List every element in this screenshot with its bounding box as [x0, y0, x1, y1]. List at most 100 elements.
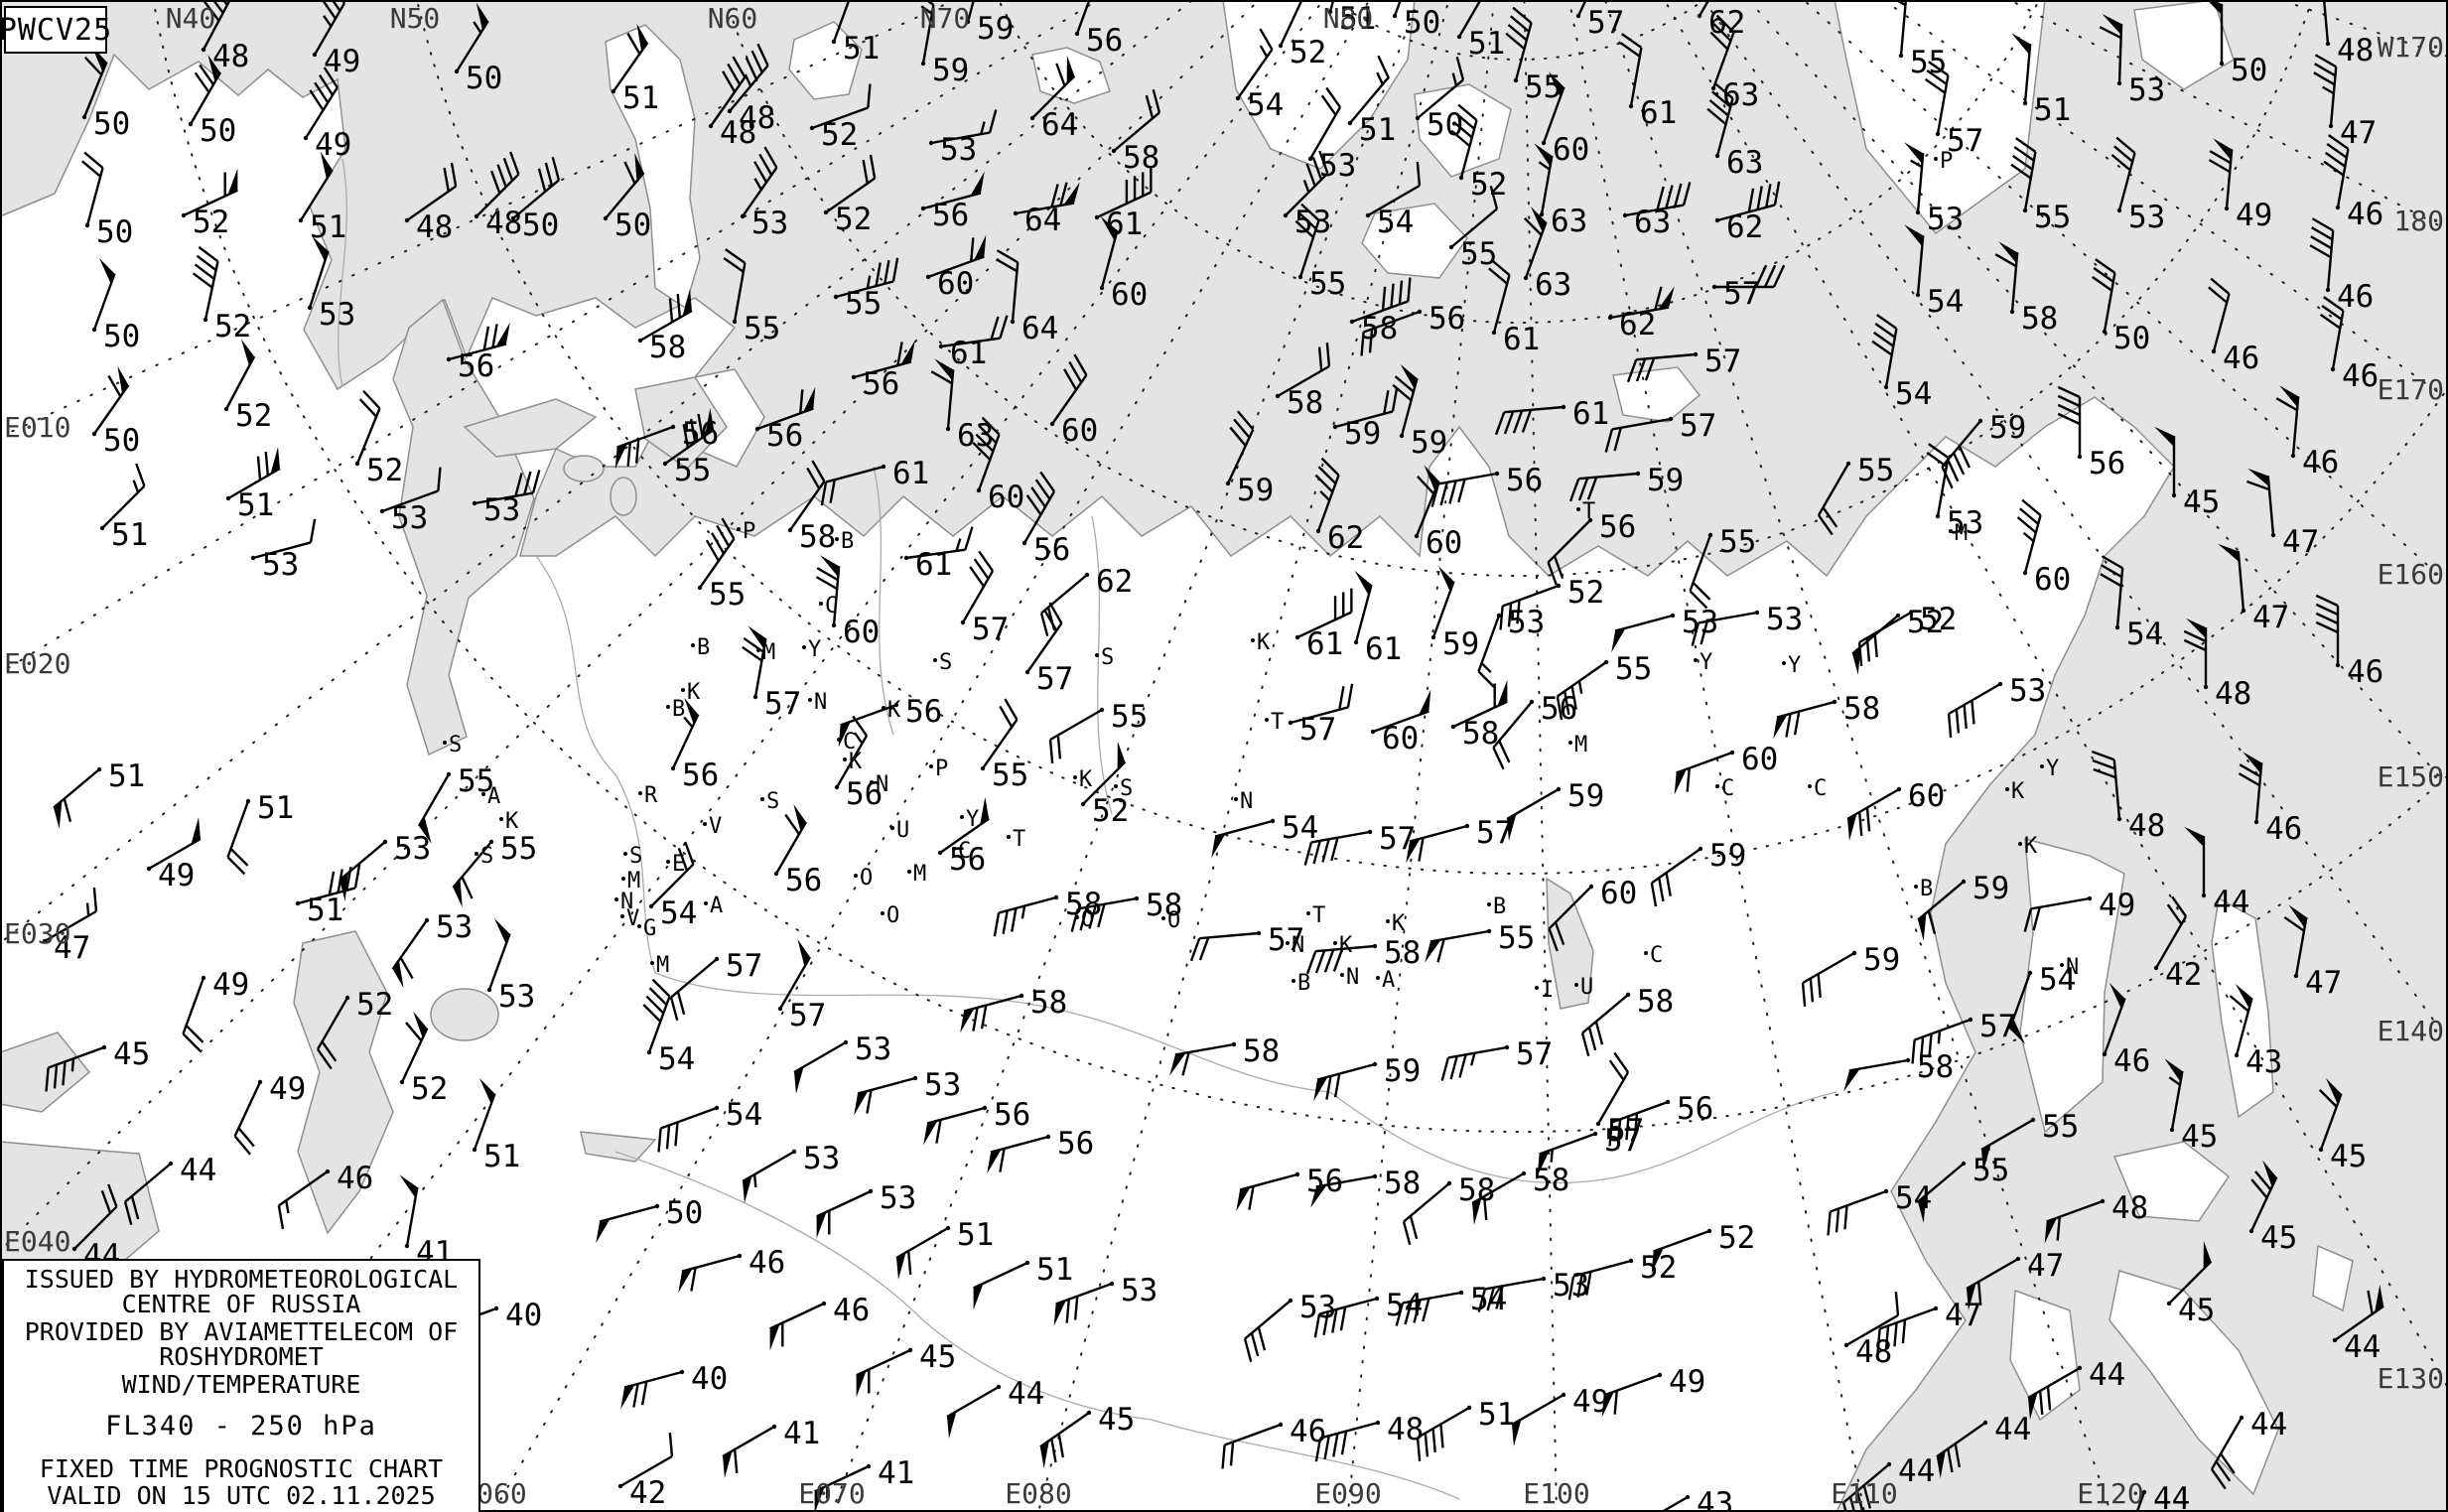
barb-full [906, 1250, 912, 1276]
temperature-label: 57 [972, 612, 1009, 647]
temperature-label: 60 [1382, 721, 1419, 756]
barb-full [2238, 772, 2260, 787]
station: 49 [182, 967, 249, 1052]
barb-full [1568, 478, 1580, 502]
city-marker: R [638, 783, 658, 808]
city-marker: B [1292, 971, 1310, 996]
city-letter: C [1650, 943, 1663, 968]
barb-full [135, 463, 146, 486]
barb-full [1874, 323, 1896, 339]
city-letter: N [620, 890, 633, 914]
city-marker: O [881, 903, 899, 928]
station: 54 [1395, 1282, 1507, 1326]
city-letter: Y [1700, 650, 1712, 675]
temperature-label: 57 [1979, 1009, 2016, 1044]
city-marker: C [1715, 776, 1734, 801]
station: 55 [1425, 920, 1535, 963]
city-marker: C [1808, 776, 1827, 801]
station: 58 [1450, 679, 1508, 752]
station: 52 [1499, 575, 1604, 630]
city-dot [1075, 915, 1079, 919]
temperature-label: 60 [1061, 413, 1098, 449]
city-letter: K [887, 698, 901, 723]
temperature-label: 57 [1680, 408, 1716, 444]
barb-full [1449, 1055, 1458, 1080]
temperature-label: 51 [111, 517, 148, 553]
barb-full [1809, 978, 1815, 1003]
barb-full [2110, 154, 2131, 172]
station: 53 [1904, 142, 1964, 237]
barb-staff [1540, 155, 1554, 215]
barb-full [1300, 203, 1320, 221]
grid-label: N50 [390, 2, 441, 35]
barb-full [1390, 283, 1395, 308]
station: 61 [1294, 588, 1353, 662]
barb-full [1477, 1289, 1487, 1312]
barb-full [229, 848, 249, 867]
temperature-label: 53 [1121, 1273, 1157, 1308]
barb-staff [946, 369, 955, 430]
barb-full [651, 978, 671, 998]
grid-label: W170 [2378, 31, 2444, 64]
barb-full [990, 316, 1000, 341]
barb-full [1325, 1075, 1332, 1100]
barb-half [1550, 1149, 1554, 1163]
city-marker: M [1568, 733, 1587, 757]
temperature-label: 46 [833, 1293, 870, 1328]
barb-full [669, 997, 679, 1022]
barb-staff [1936, 1422, 1986, 1458]
barb-full [1711, 90, 1731, 108]
station: 53 [250, 518, 317, 583]
barb-full [2319, 313, 2341, 330]
city-marker: N [1286, 933, 1304, 958]
temperature-label: 64 [1024, 203, 1061, 238]
temperature-label: 40 [691, 1361, 728, 1397]
barb-staff [1450, 207, 1498, 248]
temperature-label: 51 [2034, 92, 2071, 128]
temperature-label: 56 [1086, 23, 1123, 59]
station: 50 [596, 1195, 703, 1244]
temperature-label: 60 [1111, 277, 1148, 313]
temperature-label: 46 [2337, 279, 2374, 315]
station: 50 [454, 2, 502, 96]
barb-pennant [2011, 33, 2031, 56]
station: 58 [1471, 1163, 1569, 1225]
temperature-label: 55 [845, 286, 882, 322]
barb-full [1198, 937, 1210, 961]
temperature-label: 59 [1567, 778, 1604, 814]
barb-full [1894, 1291, 1900, 1316]
barb-full [1754, 264, 1768, 288]
barb-pennant [453, 879, 463, 907]
city-letter: O [1167, 908, 1180, 933]
station: 56 [987, 1126, 1094, 1174]
temperature-label: 58 [1843, 691, 1880, 727]
station: 51 [895, 1217, 994, 1280]
station: 56 [1074, 0, 1123, 59]
barb-full [1708, 99, 1729, 117]
barb-full [1486, 1287, 1495, 1311]
barb-staff [853, 360, 912, 379]
city-marker: A [704, 893, 723, 918]
barb-full [2013, 146, 2035, 162]
station: 51 [1347, 55, 1396, 148]
barb-full [1450, 129, 1471, 148]
city-letter: N [876, 772, 888, 797]
barb-full [721, 517, 736, 540]
barb-full [2115, 136, 2136, 154]
station: 54 [1904, 224, 1964, 320]
barb-staff [1031, 74, 1076, 119]
barb-staff [1402, 1291, 1462, 1305]
station: 60 [1099, 215, 1148, 313]
barb-staff [233, 1081, 262, 1137]
barb-staff [299, 169, 334, 221]
barb-pennant [207, 55, 220, 82]
barb-full [1941, 466, 1954, 489]
barb-full [1189, 937, 1201, 962]
barb-full [1383, 389, 1390, 415]
barb-pennant [270, 447, 280, 475]
station: 64 [996, 249, 1058, 346]
station: 60 [1541, 71, 1589, 168]
grid-label: E100 [1523, 1477, 1589, 1510]
station: 46 [2102, 983, 2150, 1079]
